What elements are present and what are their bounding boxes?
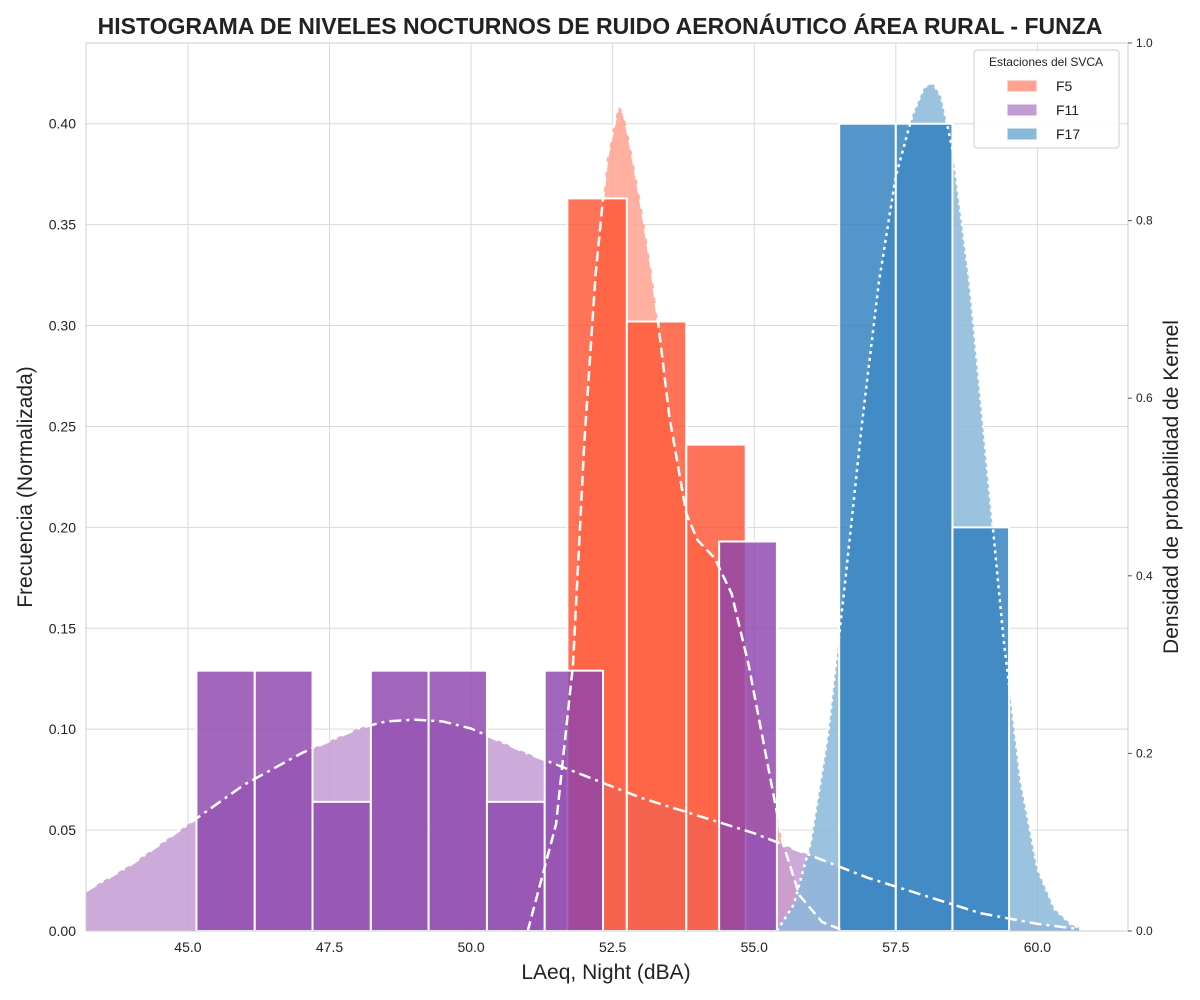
y-tick-label: 0.00: [49, 923, 76, 939]
bar-f11: [543, 669, 605, 932]
plot-frame: [85, 42, 1129, 932]
bar-f5: [625, 320, 688, 932]
bar-f11: [369, 669, 430, 932]
y-tick-label: 0.30: [49, 318, 76, 334]
y2-tick-label: 0.8: [1136, 214, 1153, 228]
bar-f11: [718, 540, 778, 932]
y2-axis-ticks: 0.0 0.2 0.4 0.6 0.8 1.0: [1128, 36, 1153, 938]
x-tick-label: 52.5: [599, 939, 626, 955]
bar-f11: [311, 800, 372, 932]
legend-swatch-f11: [1007, 104, 1037, 116]
kde-line-f11: [85, 718, 1095, 933]
x-tick-label: 47.5: [316, 939, 343, 955]
legend-swatch-f5: [1007, 80, 1037, 92]
x-tick-label: 57.5: [882, 939, 909, 955]
legend-box: [973, 49, 1120, 149]
chart-title: HISTOGRAMA DE NIVELES NOCTURNOS DE RUIDO…: [98, 12, 1103, 39]
x-tick-label: 45.0: [174, 939, 201, 955]
y-tick-label: 0.15: [49, 620, 76, 636]
bar-f11: [485, 800, 546, 932]
bar-f11: [427, 669, 488, 932]
y2-tick-label: 1.0: [1136, 36, 1153, 50]
y2-tick-label: 0.4: [1136, 569, 1153, 583]
y-tick-label: 0.35: [49, 217, 76, 233]
y2-tick-label: 0.2: [1136, 746, 1153, 760]
y2-tick-label: 0.0: [1136, 924, 1153, 938]
kde-line-f5: [526, 101, 846, 933]
y-tick-label: 0.40: [49, 116, 76, 132]
kde-line-f17: [775, 81, 1089, 933]
legend-swatch-f17: [1007, 128, 1037, 140]
y-tick-label: 0.05: [49, 822, 76, 838]
legend-title: Estaciones del SVCA: [989, 55, 1103, 69]
y-tick-label: 0.25: [49, 418, 76, 434]
x-axis-label: LAeq, Night (dBA): [521, 961, 690, 984]
y2-tick-label: 0.6: [1136, 391, 1153, 405]
y-tick-label: 0.10: [49, 721, 76, 737]
x-tick-label: 50.0: [457, 939, 484, 955]
bar-f11: [253, 669, 314, 932]
bar-f11: [195, 669, 256, 932]
y-axis-label: Frecuencia (Normalizada): [14, 366, 37, 608]
y-axis-ticks: 0.00 0.05 0.10 0.15 0.20 0.25 0.30 0.35 0.40: [49, 116, 76, 939]
y-tick-label: 0.20: [49, 519, 76, 535]
x-tick-label: 60.0: [1024, 939, 1051, 955]
legend-label-f11: F11: [1056, 102, 1079, 118]
kde-lines: [85, 81, 1095, 933]
y2-axis-label: Densidad de probabilidad de Kernel: [1160, 320, 1183, 654]
bar-f17: [894, 122, 954, 932]
legend-label-f17: F17: [1056, 126, 1080, 142]
x-tick-label: 55.0: [741, 939, 768, 955]
x-axis-ticks: 45.0 47.5 50.0 52.5 55.0 57.5 60.0: [174, 939, 1051, 955]
bar-f17: [838, 122, 897, 932]
bar-f17: [951, 526, 1011, 932]
legend-label-f5: F5: [1056, 78, 1073, 94]
legend: Estaciones del SVCA F5 F11 F17: [973, 49, 1120, 149]
histogram-bars: [195, 122, 1011, 932]
